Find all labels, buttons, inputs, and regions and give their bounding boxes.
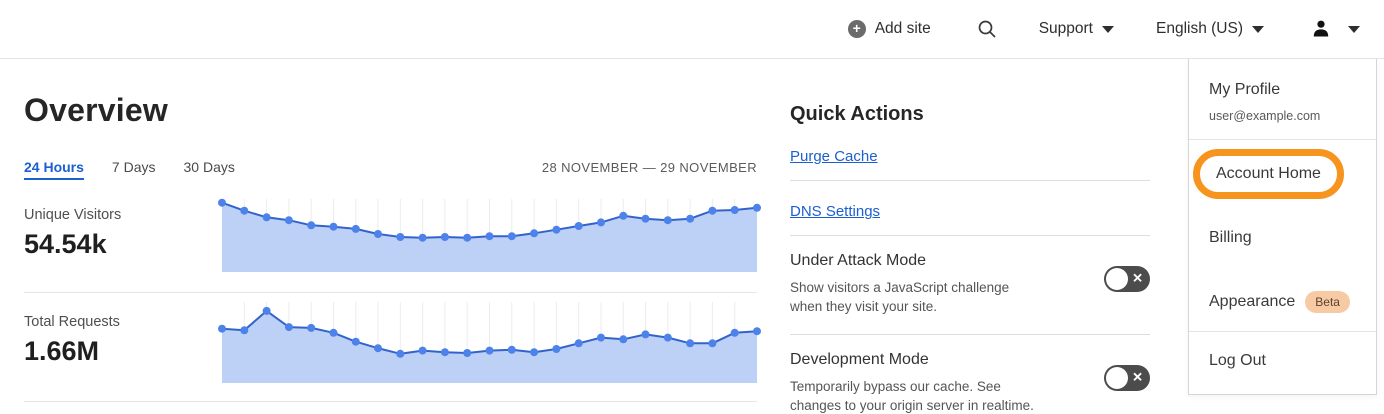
- quick-actions-panel: Quick Actions Purge Cache DNS Settings U…: [790, 59, 1150, 414]
- analytics-section: Overview 24 Hours 7 Days 30 Days 28 NOVE…: [24, 59, 761, 414]
- search-button[interactable]: [977, 19, 997, 39]
- add-site-button[interactable]: + Add site: [847, 20, 931, 38]
- plus-circle-icon: +: [847, 20, 866, 38]
- purge-cache-row: Purge Cache: [790, 126, 1150, 181]
- chevron-down-icon: [1102, 25, 1114, 33]
- divider: [24, 401, 757, 402]
- menu-item-billing[interactable]: Billing: [1209, 229, 1252, 246]
- user-dropdown-menu: My Profile user@example.com Account Home…: [1188, 59, 1377, 395]
- close-icon: ✕: [1132, 369, 1143, 385]
- development-mode-toggle[interactable]: ✕: [1104, 365, 1150, 391]
- chevron-down-icon: [1252, 25, 1264, 33]
- under-attack-mode-toggle[interactable]: ✕: [1104, 266, 1150, 292]
- development-mode-description: Temporarily bypass our cache. See change…: [790, 379, 1034, 413]
- date-range-label: 28 NOVEMBER — 29 NOVEMBER: [541, 160, 757, 175]
- menu-item-my-profile[interactable]: My Profile: [1209, 81, 1281, 98]
- total-requests-chart: [218, 302, 761, 383]
- menu-item-appearance[interactable]: Appearance Beta: [1209, 291, 1350, 313]
- user-icon: [1313, 20, 1329, 37]
- divider: [1189, 331, 1376, 332]
- appearance-label: Appearance: [1209, 293, 1296, 310]
- user-email: user@example.com: [1209, 109, 1321, 123]
- language-label: English (US): [1156, 20, 1243, 37]
- tab-7-days[interactable]: 7 Days: [111, 159, 156, 175]
- language-menu[interactable]: English (US): [1156, 20, 1264, 38]
- tab-30-days[interactable]: 30 Days: [183, 159, 235, 175]
- divider: [24, 292, 757, 293]
- under-attack-mode-text: Under Attack Mode Show visitors a JavaSc…: [790, 252, 1058, 316]
- quick-actions-title: Quick Actions: [790, 103, 924, 125]
- user-menu-button[interactable]: [1310, 18, 1360, 40]
- under-attack-mode-description: Show visitors a JavaScript challenge whe…: [790, 280, 1010, 314]
- top-nav: + Add site Support English (US): [0, 0, 1384, 59]
- dns-settings-link[interactable]: DNS Settings: [790, 203, 881, 220]
- divider: [1189, 139, 1376, 140]
- unique-visitors-value: 54.54k: [24, 229, 107, 259]
- total-requests-label: Total Requests: [24, 314, 120, 330]
- unique-visitors-chart: [218, 198, 761, 272]
- page-title: Overview: [24, 92, 168, 128]
- beta-badge: Beta: [1305, 291, 1350, 313]
- chevron-down-icon: [1348, 25, 1360, 33]
- search-icon: [978, 20, 996, 38]
- under-attack-mode-title: Under Attack Mode: [790, 252, 927, 269]
- under-attack-mode-row: Under Attack Mode Show visitors a JavaSc…: [790, 236, 1150, 335]
- unique-visitors-label: Unique Visitors: [24, 207, 122, 223]
- close-icon: ✕: [1132, 270, 1143, 286]
- menu-item-log-out[interactable]: Log Out: [1209, 352, 1266, 369]
- tab-24-hours[interactable]: 24 Hours: [24, 159, 84, 180]
- development-mode-text: Development Mode Temporarily bypass our …: [790, 351, 1058, 414]
- time-range-tabs: 24 Hours 7 Days 30 Days 28 NOVEMBER — 29…: [24, 159, 757, 180]
- support-label: Support: [1038, 20, 1093, 37]
- support-menu[interactable]: Support: [1039, 20, 1114, 38]
- add-site-label: Add site: [874, 20, 931, 37]
- dns-settings-row: DNS Settings: [790, 181, 1150, 236]
- toggle-knob: [1106, 367, 1128, 389]
- development-mode-row: Development Mode Temporarily bypass our …: [790, 335, 1150, 414]
- development-mode-title: Development Mode: [790, 351, 929, 368]
- toggle-knob: [1106, 268, 1128, 290]
- account-home-highlight-annotation: Account Home: [1193, 149, 1344, 199]
- total-requests-value: 1.66M: [24, 336, 100, 366]
- menu-item-account-home[interactable]: Account Home: [1216, 165, 1321, 182]
- purge-cache-link[interactable]: Purge Cache: [790, 148, 878, 165]
